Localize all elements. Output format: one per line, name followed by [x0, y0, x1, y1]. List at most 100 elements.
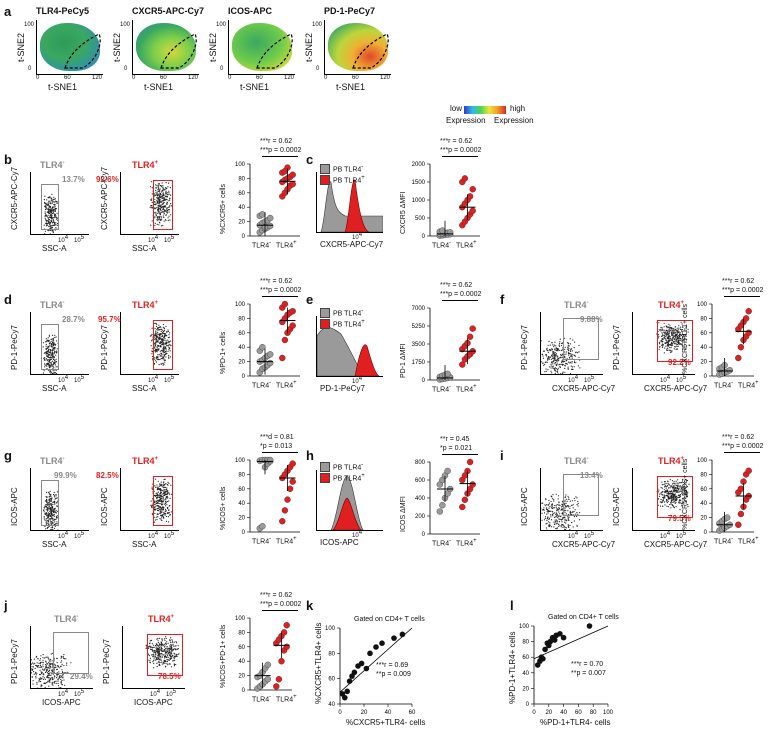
correlation-xtick-label: 100	[603, 710, 614, 716]
flow-xtick: 105	[74, 375, 84, 384]
population-label-pos: TLR4+	[132, 300, 158, 310]
flow-plot-pos	[120, 468, 179, 531]
population-label-pos-sup: +	[154, 456, 159, 462]
flow-xtick-base: 10	[166, 692, 173, 698]
flow-xtick-sup: 5	[80, 531, 85, 537]
group-label-pos: TLR4+	[738, 536, 759, 545]
summary-ytick-label: 0	[242, 374, 246, 380]
flow-xtick-base: 10	[676, 534, 683, 540]
correlation-point	[351, 669, 358, 676]
group-label-pos-base: TLR4	[738, 382, 756, 390]
summary-ytick-label: 600	[415, 478, 426, 484]
histogram-xtick: 104	[352, 232, 362, 241]
group-label-neg-base: TLR4	[252, 382, 270, 390]
expression-legend: low high Expression Expression	[446, 104, 534, 134]
correlation-point	[363, 665, 370, 672]
correlation-p: **p = 0.007	[571, 670, 606, 678]
flow-events	[541, 337, 581, 374]
stat-pvalue: *p = 0.021	[440, 445, 473, 452]
flow-xtick: 105	[164, 531, 174, 540]
gate-percent-neg: 99.9%	[54, 471, 77, 480]
flow-xtick: 105	[584, 375, 594, 384]
expression-colorbar	[464, 106, 506, 114]
histogram-x-axis-label: ICOS-APC	[320, 538, 359, 547]
summary-ytick-label: 100	[697, 458, 708, 464]
tsne-ytick: 0	[316, 66, 320, 72]
summary-point	[289, 171, 296, 179]
correlation-x-label: %CXCR5+TLR4- cells	[346, 718, 426, 727]
tsne-xtick: 60	[64, 75, 71, 81]
flow-events	[656, 478, 690, 511]
legend-neg-sup: -	[361, 164, 364, 170]
summary-ytick-label: 20	[700, 516, 707, 522]
correlation-point	[551, 637, 558, 643]
gate-percent-pos: 79.5%	[668, 514, 691, 523]
flow-gate	[147, 634, 183, 676]
correlation-ytick-label: 60	[522, 655, 529, 661]
summary-y-label: CXCR5 ΔMFI	[400, 191, 407, 234]
flow-xtick-base: 10	[164, 378, 171, 384]
flow-x-axis-label: SSC-A	[42, 244, 67, 253]
flow-x-axis-label: CXCR5-APC-Cy7	[644, 384, 708, 393]
group-label-pos: TLR4+	[276, 694, 297, 703]
tsne-xtick: 120	[188, 75, 199, 81]
correlation-y-label: %CXCR5+TLR4+ cells	[314, 622, 323, 704]
population-label-neg-sup: -	[76, 614, 79, 620]
tsne-map-title: TLR4-PeCy5	[36, 6, 90, 16]
tsne-xlabel: t-SNE1	[336, 82, 366, 92]
group-label-neg-base: TLR4	[252, 538, 270, 546]
histogram-xtick-base: 10	[352, 533, 359, 539]
flow-events	[42, 334, 59, 374]
summary-ytick-label: 60	[238, 487, 245, 493]
summary-point	[444, 370, 451, 378]
group-label-neg-sup: -	[269, 380, 272, 386]
flow-xtick: 105	[74, 689, 84, 698]
population-label-pos: TLR4+	[658, 300, 684, 310]
summary-ytick-label: 20	[238, 360, 245, 366]
group-label-neg-base: TLR4	[432, 386, 450, 394]
histogram-svg	[320, 179, 383, 232]
flow-xtick-base: 10	[660, 534, 667, 540]
legend-expression-low: Expression	[446, 116, 486, 125]
flow-y-axis-label: ICOS-APC	[100, 487, 109, 526]
stat-pvalue: ***p = 0.0002	[440, 291, 482, 298]
population-label-neg-sup: -	[586, 300, 589, 306]
group-label-neg-base: TLR4	[432, 242, 450, 250]
summary-ytick-label: 0	[704, 530, 708, 536]
summary-y-label: %ICOS+PD-1+ cells	[220, 624, 227, 688]
summary-point	[279, 354, 286, 362]
summary-point	[289, 460, 296, 467]
summary-point	[439, 227, 446, 234]
summary-ytick-label: 0	[422, 378, 426, 384]
summary-ytick-label: 80	[238, 316, 245, 322]
correlation-point	[560, 634, 567, 641]
histogram-x-axis-label: PD-1-PeCy7	[320, 384, 365, 393]
histogram-pos-curve	[332, 497, 362, 530]
flow-xtick: 104	[568, 375, 578, 384]
summary-ytick-label: 40	[238, 205, 245, 211]
stat-effect: ***r = 0.62	[260, 592, 293, 599]
population-label-neg-base: TLR4	[564, 300, 587, 310]
panel-label-a: a	[4, 4, 12, 19]
flow-xtick-base: 10	[584, 534, 591, 540]
flow-dots-svg	[149, 181, 173, 227]
summary-ytick-label: 100	[235, 162, 246, 168]
population-label-neg: TLR4-	[40, 160, 65, 170]
summary-y-label: %ICOS+ cells	[220, 486, 227, 530]
flow-plot-neg	[540, 468, 603, 531]
flow-x-axis-label: ICOS-APC	[42, 698, 81, 707]
group-label-pos-base: TLR4	[456, 386, 474, 394]
group-label-pos-sup: +	[473, 384, 477, 390]
summary-ytick-label: 80	[238, 630, 245, 636]
summary-ytick-label: 7000	[412, 306, 426, 312]
flow-xtick: 104	[148, 375, 158, 384]
flow-xtick-base: 10	[150, 692, 157, 698]
tsne-ylabel: t-SNE2	[16, 32, 26, 62]
population-label-pos-sup: +	[680, 300, 685, 306]
gate-percent-neg: 13.4%	[580, 471, 603, 480]
flow-xtick-sup: 4	[666, 375, 671, 381]
group-label-pos-base: TLR4	[738, 538, 756, 546]
summary-point	[745, 307, 752, 315]
tsne-map	[36, 20, 103, 75]
gate-percent-neg: 13.7%	[62, 175, 85, 184]
